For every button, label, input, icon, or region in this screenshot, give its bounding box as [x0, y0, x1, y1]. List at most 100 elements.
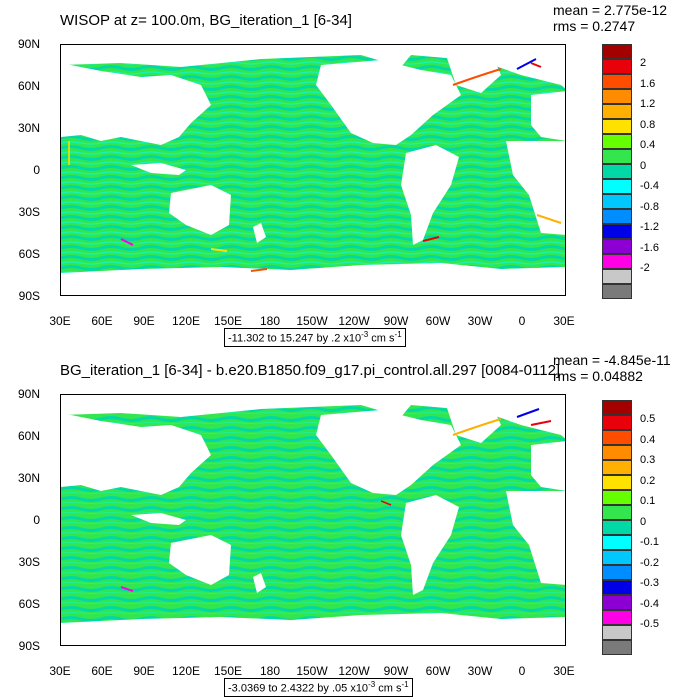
- lon-label: 120E: [171, 314, 201, 328]
- colorbar-label: 1.2: [640, 98, 656, 111]
- lat-label: 90N: [17, 387, 40, 401]
- lat-label: 60S: [18, 597, 40, 611]
- lon-label: 180: [259, 664, 281, 678]
- colorbar-swatch: [602, 179, 632, 194]
- colorbar-label: -2: [640, 262, 650, 274]
- colorbar-swatch: [602, 580, 632, 595]
- range-exponent: -3: [368, 680, 376, 689]
- colorbar-label: 0.8: [640, 118, 656, 131]
- lat-label: 30N: [17, 121, 40, 135]
- colorbar-label: -0.2: [640, 556, 659, 569]
- plot-title: BG_iteration_1 [6-34] - b.e20.B1850.f09_…: [60, 362, 561, 379]
- lon-label: 90W: [383, 664, 409, 678]
- lon-label: 30W: [467, 664, 493, 678]
- colorbar-swatch: [602, 119, 632, 134]
- colorbar-swatch: [602, 535, 632, 550]
- colorbar-label: -0.8: [640, 200, 659, 213]
- colorbar-label: 0: [640, 515, 647, 528]
- lon-label: 150W: [296, 664, 328, 678]
- colorbar-label: -1.2: [640, 221, 659, 234]
- range-unit: cm s: [375, 682, 402, 695]
- lon-label: 120W: [338, 314, 370, 328]
- panel-bottom: BG_iteration_1 [6-34] - b.e20.B1850.f09_…: [0, 350, 700, 700]
- colorbar-label: -0.4: [640, 180, 659, 193]
- colorbar-swatch: [602, 194, 632, 209]
- range-text: -3.0369 to 2.4322 by .05 x10: [228, 682, 369, 695]
- lon-label: 150W: [296, 314, 328, 328]
- lon-label: 90E: [133, 664, 155, 678]
- colorbar-swatch: [602, 400, 632, 415]
- colorbar-label: 0: [640, 159, 647, 172]
- lon-label: 90E: [133, 314, 155, 328]
- stats-block: mean = 2.775e-12 rms = 0.2747: [553, 2, 667, 34]
- mean-value: mean = 2.775e-12: [553, 2, 668, 18]
- lon-label: 60E: [91, 664, 113, 678]
- lon-label: 0: [518, 314, 526, 328]
- lat-label: 90N: [17, 37, 40, 51]
- lat-label: 60N: [17, 429, 40, 443]
- lon-label: 150E: [213, 314, 243, 328]
- colorbar-label: 0.4: [640, 433, 656, 446]
- colorbar-swatch: [602, 610, 632, 625]
- lon-label: 0: [518, 664, 526, 678]
- range-text: -11.302 to 15.247 by .2 x10: [228, 332, 362, 345]
- colorbar-swatch: [602, 475, 632, 490]
- colorbar-label: -0.3: [640, 577, 659, 590]
- map-frame: [60, 44, 566, 296]
- colorbar-swatch: [602, 415, 632, 430]
- lon-label: 60E: [91, 314, 113, 328]
- colorbar-label: 0.3: [640, 454, 656, 467]
- colorbar-swatch: [602, 164, 632, 179]
- colorbar-label: -1.6: [640, 241, 659, 254]
- rms-value: rms = 0.04882: [553, 368, 643, 384]
- colorbar-label: 0.5: [640, 413, 656, 426]
- colorbar-swatch: [602, 445, 632, 460]
- ocean-map: [61, 395, 565, 645]
- colorbar-label: -0.5: [640, 618, 659, 630]
- lat-label: 30N: [17, 471, 40, 485]
- colorbar-label: 1.6: [640, 77, 656, 90]
- lon-label: 150E: [213, 664, 243, 678]
- colorbar-label: 0.4: [640, 139, 656, 152]
- lon-label: 120W: [338, 664, 370, 678]
- stats-block: mean = -4.845e-11 rms = 0.04882: [553, 352, 671, 384]
- colorbar-swatch: [602, 89, 632, 104]
- lat-label: 90S: [18, 639, 40, 653]
- lat-label: 90S: [18, 289, 40, 303]
- lon-label: 30E: [553, 664, 575, 678]
- lon-label: 60W: [425, 664, 451, 678]
- panel-top: WISOP at z= 100.0m, BG_iteration_1 [6-34…: [17, 2, 667, 347]
- contour-range-label: -3.0369 to 2.4322 by .05 x10-3 cm s-1: [224, 678, 413, 697]
- colorbar-label: -0.1: [640, 536, 659, 549]
- lat-label: 0: [33, 163, 40, 177]
- colorbar-swatch: [602, 239, 632, 254]
- colorbar-swatch: [602, 74, 632, 89]
- lat-label: 60S: [18, 247, 40, 261]
- colorbar-swatch: [602, 550, 632, 565]
- colorbar-swatch: [602, 44, 632, 59]
- lon-label: 30E: [49, 664, 71, 678]
- colorbar-label: -0.4: [640, 597, 659, 610]
- range-exponent: -3: [361, 330, 369, 339]
- colorbar-swatch: [602, 565, 632, 580]
- colorbar-swatch: [602, 134, 632, 149]
- colorbar-label: 0.2: [640, 474, 656, 487]
- colorbar-swatch: [602, 490, 632, 505]
- colorbar-swatch: [602, 625, 632, 640]
- colorbar-label: 0.1: [640, 495, 656, 508]
- colorbar-swatch: [602, 254, 632, 269]
- colorbar-swatch: [602, 640, 632, 655]
- colorbar-swatch: [602, 224, 632, 239]
- colorbar-swatch: [602, 149, 632, 164]
- map-frame: [60, 394, 566, 646]
- lon-label: 60W: [425, 314, 451, 328]
- colorbar-swatch: [602, 269, 632, 284]
- colorbar-swatch: [602, 104, 632, 119]
- colorbar-swatch: [602, 505, 632, 520]
- colorbar-swatch: [602, 520, 632, 535]
- colorbar-label: 2: [640, 57, 647, 70]
- lon-label: 180: [259, 314, 281, 328]
- lon-label: 120E: [171, 664, 201, 678]
- lat-label: 0: [33, 513, 40, 527]
- rms-value: rms = 0.2747: [553, 18, 636, 34]
